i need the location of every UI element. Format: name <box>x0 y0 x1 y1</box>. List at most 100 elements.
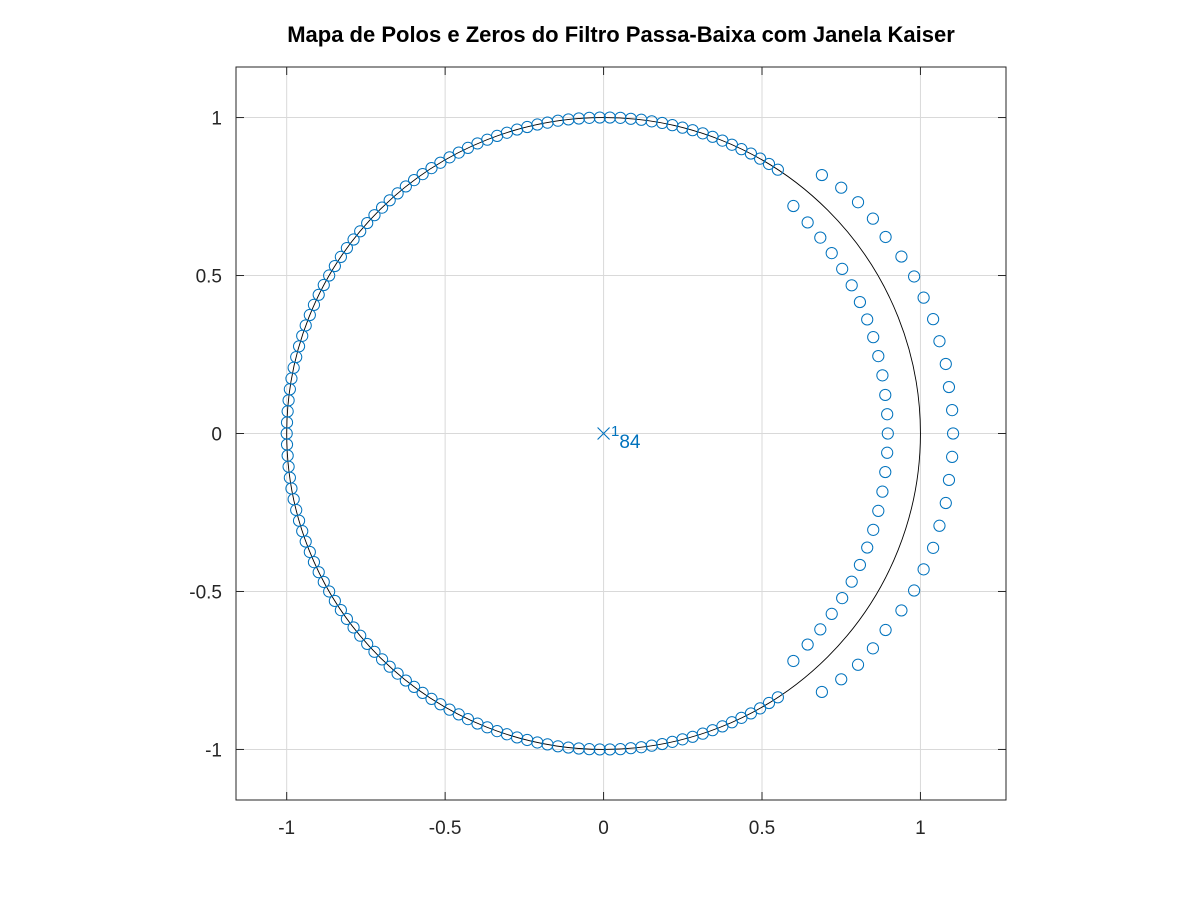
zero-marker <box>771 163 784 176</box>
pole-marker <box>597 427 610 440</box>
zero-marker <box>562 113 575 126</box>
zero-marker <box>303 308 316 322</box>
pole-multiplicity-label: 184 <box>611 423 641 453</box>
zero-marker <box>416 686 429 699</box>
zero-marker <box>603 111 617 124</box>
zero-marker <box>845 279 858 292</box>
zero-marker <box>635 741 648 754</box>
zero-marker <box>375 201 389 214</box>
zero-marker <box>317 278 330 292</box>
zero-marker <box>853 295 867 309</box>
zero-marker <box>754 152 767 165</box>
zero-marker <box>762 696 776 710</box>
zero-marker <box>881 427 894 440</box>
zero-marker <box>946 404 959 417</box>
pole-cross-stroke <box>597 427 610 440</box>
zero-marker <box>624 112 637 125</box>
zero-marker <box>881 446 894 459</box>
zero-marker <box>946 427 960 440</box>
x-tick-label: -1 <box>278 818 295 839</box>
y-tick-label: 0.5 <box>196 267 222 288</box>
zero-marker <box>876 485 889 498</box>
zero-marker <box>328 594 341 608</box>
zero-marker <box>312 288 325 301</box>
zero-marker <box>443 151 456 164</box>
zero-marker <box>340 612 354 626</box>
zero-marker <box>593 743 606 756</box>
zero-marker <box>383 194 396 207</box>
zero-marker <box>583 743 596 756</box>
zero-marker <box>939 496 952 510</box>
zero-marker <box>851 196 865 209</box>
zero-marker <box>624 742 637 755</box>
zero-marker <box>614 111 627 124</box>
zero-marker <box>323 585 336 598</box>
zero-marker <box>354 225 367 238</box>
zero-marker <box>825 246 838 260</box>
zero-marker <box>917 563 930 576</box>
zero-marker <box>787 199 800 213</box>
zero-marker <box>328 259 341 273</box>
zero-marker <box>583 111 596 124</box>
zero-marker <box>323 269 336 282</box>
zero-marker <box>866 642 880 655</box>
y-tick-labels: 1 0.5 0 -0.5 -1 <box>189 109 222 762</box>
unit-circle <box>286 117 921 750</box>
zero-marker <box>551 740 565 753</box>
zero-marker <box>895 250 908 263</box>
zero-marker <box>744 147 758 160</box>
zero-marker <box>815 685 828 699</box>
zero-marker <box>434 698 447 711</box>
zero-marker <box>299 535 312 548</box>
zero-marker <box>354 629 367 642</box>
zero-marker <box>407 174 421 187</box>
zero-marker <box>562 741 575 754</box>
pole-label-subscript: 84 <box>619 432 641 453</box>
zero-marker <box>434 156 447 169</box>
y-tick-label: 1 <box>211 109 222 130</box>
zero-marker <box>572 742 585 755</box>
zero-marker <box>754 702 767 715</box>
zero-marker <box>572 112 585 125</box>
zero-marker <box>407 680 421 693</box>
zero-marker <box>942 380 956 394</box>
zero-marker <box>303 545 316 559</box>
zero-marker <box>942 473 956 487</box>
zero-marker <box>645 739 658 752</box>
zero-marker <box>853 558 867 572</box>
zero-marker <box>946 450 959 463</box>
zero-marker <box>917 291 930 304</box>
zero-marker <box>368 645 381 658</box>
zero-marker <box>881 408 894 421</box>
zero-marker <box>939 357 952 371</box>
x-tick-labels: -1 -0.5 0 0.5 1 <box>278 818 925 839</box>
zero-marker <box>614 743 627 756</box>
zero-marker <box>635 113 648 126</box>
zero-marker <box>851 658 865 671</box>
zero-marker <box>872 349 885 363</box>
zero-marker <box>347 233 360 246</box>
zero-marker <box>861 313 874 326</box>
zero-marker <box>867 331 880 344</box>
zero-marker <box>836 262 849 275</box>
zero-marker <box>801 638 814 651</box>
zero-marker <box>801 216 814 229</box>
zero-marker <box>771 691 784 704</box>
zero-markers <box>280 111 960 756</box>
pole-markers <box>597 427 610 440</box>
zero-marker <box>368 209 381 222</box>
zero-marker <box>836 592 849 605</box>
zero-marker <box>425 692 438 705</box>
x-tick-label: 1 <box>915 818 926 839</box>
zero-marker <box>879 623 892 637</box>
x-tick-label: -0.5 <box>429 818 462 839</box>
zero-marker <box>814 623 827 636</box>
zero-marker <box>744 707 758 720</box>
y-tick-label: 0 <box>211 425 222 446</box>
zero-marker <box>416 168 429 181</box>
zero-marker <box>340 241 354 255</box>
zero-marker <box>867 523 880 536</box>
x-tick-label: 0.5 <box>749 818 775 839</box>
zero-marker <box>317 575 330 589</box>
